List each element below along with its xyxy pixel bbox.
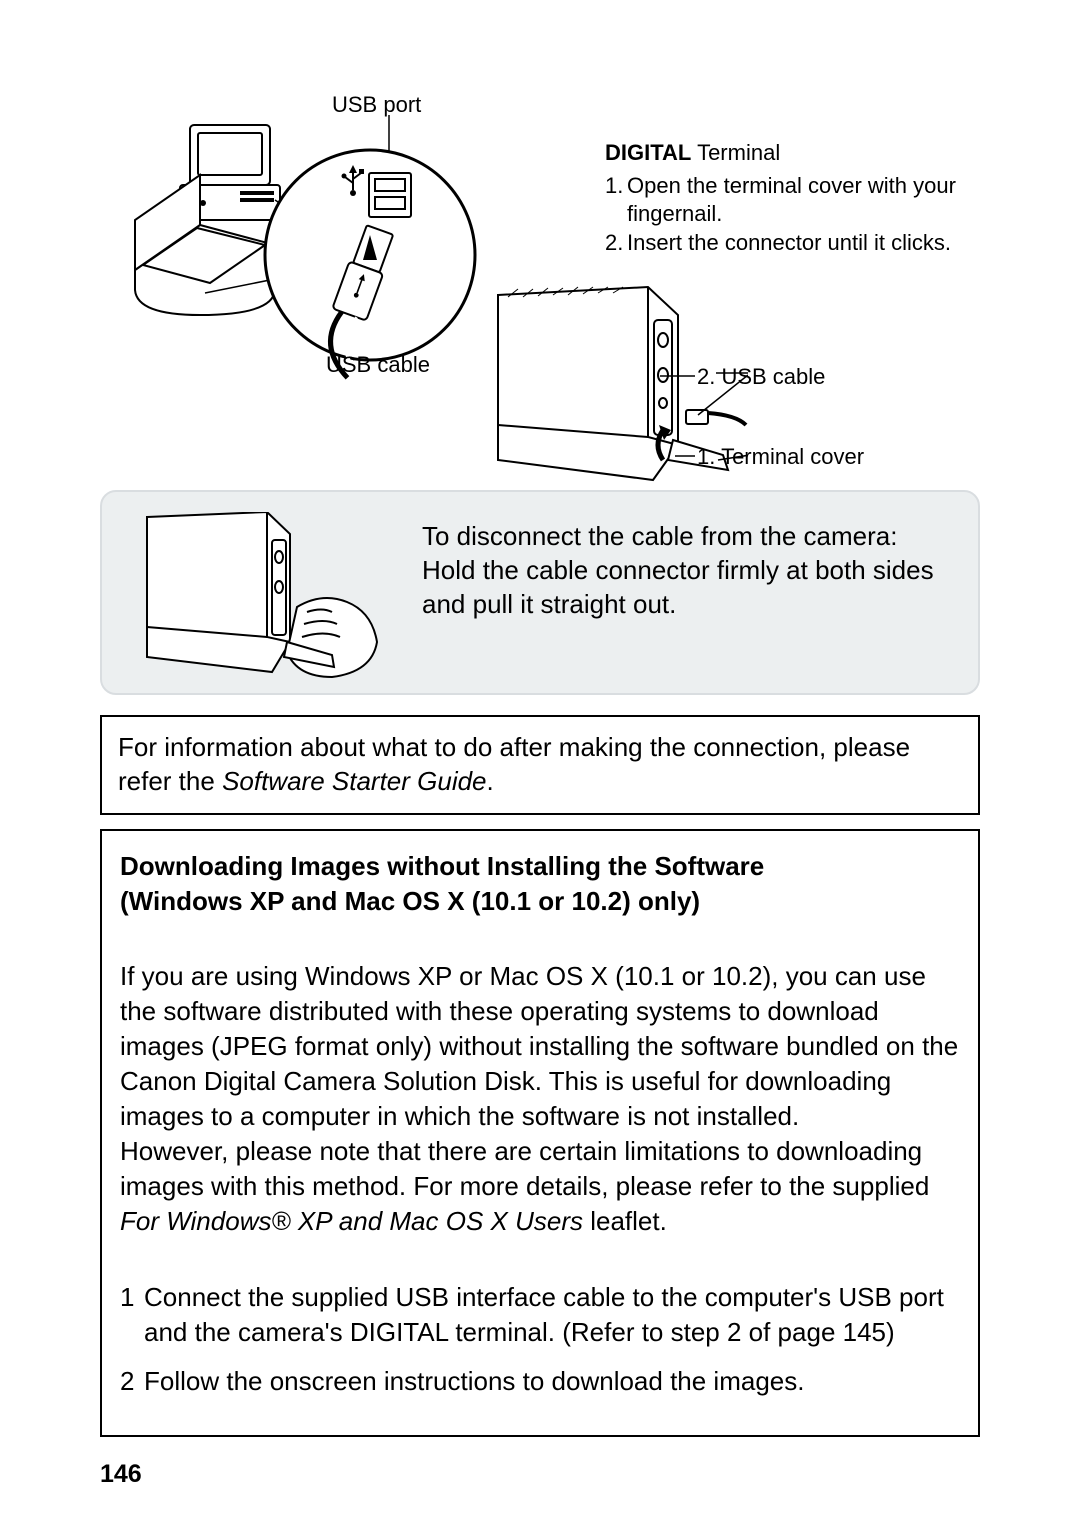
step1-num: 1 [120,1280,144,1350]
section-para2-before: However, please note that there are cert… [120,1136,929,1201]
info-text-after: . [487,766,494,796]
step2-text: Follow the onscreen instructions to down… [144,1364,804,1399]
heading-line2: (Windows XP and Mac OS X (10.1 or 10.2) … [120,886,700,916]
computer-usb-illustration [125,115,485,465]
info-text-italic: Software Starter Guide [222,766,486,796]
connection-diagram: USB port [100,80,980,490]
digital-title-bold: DIGITAL [605,140,691,165]
digital-step2-num: 2. [605,229,627,257]
download-section-box: Downloading Images without Installing th… [100,829,980,1437]
digital-title-rest: Terminal [691,140,780,165]
digital-step1-num: 1. [605,172,627,227]
section-para2-italic: For Windows® XP and Mac OS X Users [120,1206,583,1236]
section-heading: Downloading Images without Installing th… [120,849,960,919]
usb-cable-label: USB cable [326,352,430,378]
step2-num: 2 [120,1364,144,1399]
terminal-cover-label: 1. Terminal cover [697,444,864,470]
section-para2-after: leaflet. [583,1206,667,1236]
section-steps: 1 Connect the supplied USB interface cab… [120,1280,960,1399]
step1-text: Connect the supplied USB interface cable… [144,1280,960,1350]
disconnect-illustration [122,512,402,687]
page-number: 146 [100,1460,142,1489]
usb-cable-2-label: 2. USB cable [697,364,825,390]
digital-step2-text: Insert the connector until it clicks. [627,229,951,257]
disconnect-tip-text: To disconnect the cable from the camera:… [422,520,948,621]
disconnect-tip-box: To disconnect the cable from the camera:… [100,490,980,695]
info-box: For information about what to do after m… [100,715,980,815]
section-para1: If you are using Windows XP or Mac OS X … [120,959,960,1134]
heading-line1: Downloading Images without Installing th… [120,851,764,881]
digital-step1-text: Open the terminal cover with your finger… [627,172,965,227]
section-body: If you are using Windows XP or Mac OS X … [120,959,960,1240]
digital-terminal-instructions: DIGITAL Terminal 1. Open the terminal co… [605,140,965,259]
